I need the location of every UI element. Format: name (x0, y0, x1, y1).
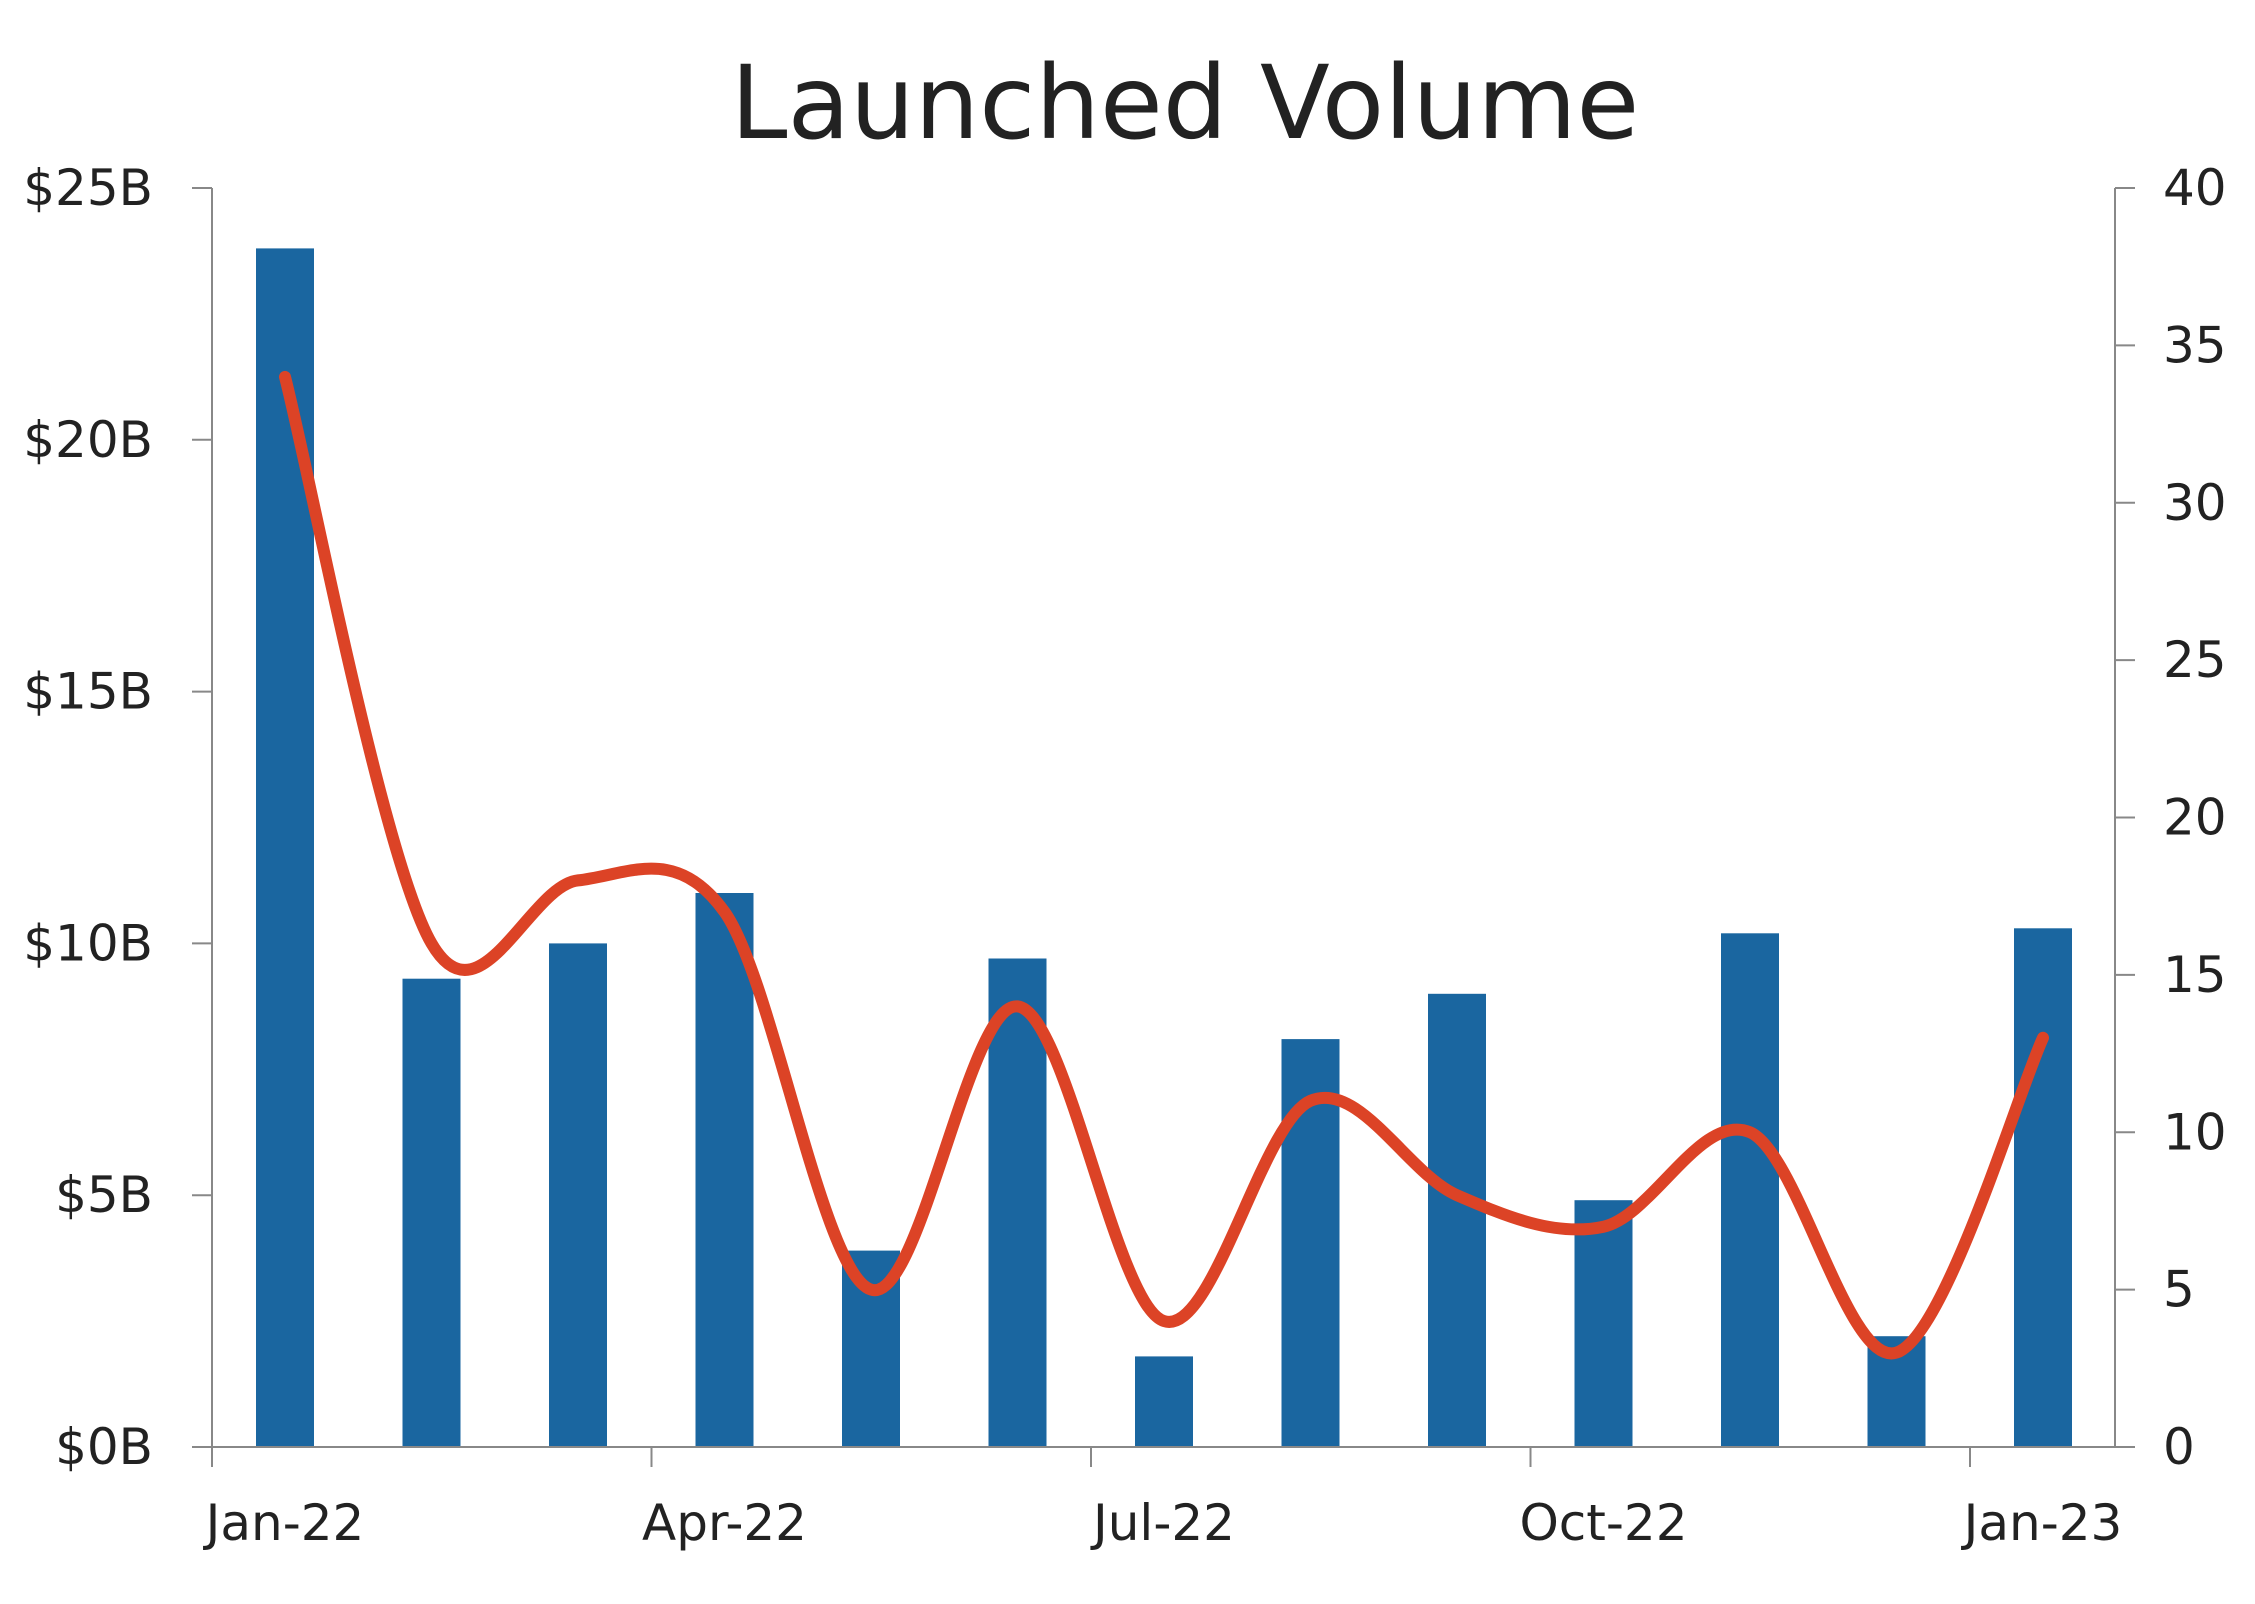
x-tick-label: Jan-23 (1961, 1494, 2123, 1552)
x-tick-label: Apr-22 (642, 1494, 807, 1552)
right-tick-label: 35 (2163, 316, 2227, 374)
chart-title: Launched Volume (731, 44, 1640, 163)
left-tick-label: $25B (23, 159, 153, 217)
left-tick-label: $0B (55, 1418, 153, 1476)
right-tick-label: 40 (2163, 159, 2227, 217)
axes (192, 187, 2135, 1467)
bar-6 (1135, 1356, 1193, 1447)
right-tick-label: 5 (2163, 1261, 2195, 1319)
right-tick-label: 0 (2163, 1418, 2195, 1476)
bar-8 (1428, 993, 1486, 1447)
bar-2 (549, 943, 607, 1447)
x-tick-label: Jul-22 (1090, 1494, 1235, 1552)
line-path (279, 370, 2049, 1360)
x-tick-label: Oct-22 (1519, 1494, 1687, 1552)
left-tick-label: $20B (23, 411, 153, 469)
left-tick-label: $10B (23, 914, 153, 972)
bar-9 (1574, 1200, 1633, 1447)
left-tick-label: $15B (23, 663, 153, 721)
right-tick-label: 10 (2163, 1103, 2227, 1161)
bar-1 (402, 978, 461, 1447)
bar-series (256, 248, 2072, 1447)
bar-10 (1721, 933, 1779, 1447)
bar-3 (695, 893, 754, 1447)
bar-5 (988, 958, 1047, 1447)
right-tick-label: 15 (2163, 946, 2227, 1004)
right-tick-label: 20 (2163, 789, 2227, 847)
left-tick-label: $5B (55, 1166, 153, 1224)
bar-0 (256, 248, 314, 1447)
line-series (279, 370, 2049, 1360)
x-tick-label: Jan-22 (203, 1494, 365, 1552)
bar-12 (2014, 928, 2072, 1447)
tick-labels: $0B $5B $10B $15B $20B $25B 0 5 10 15 20 25 30 35 40 Ja… (23, 159, 2226, 1552)
right-tick-label: 30 (2163, 474, 2227, 532)
right-tick-label: 25 (2163, 631, 2227, 689)
